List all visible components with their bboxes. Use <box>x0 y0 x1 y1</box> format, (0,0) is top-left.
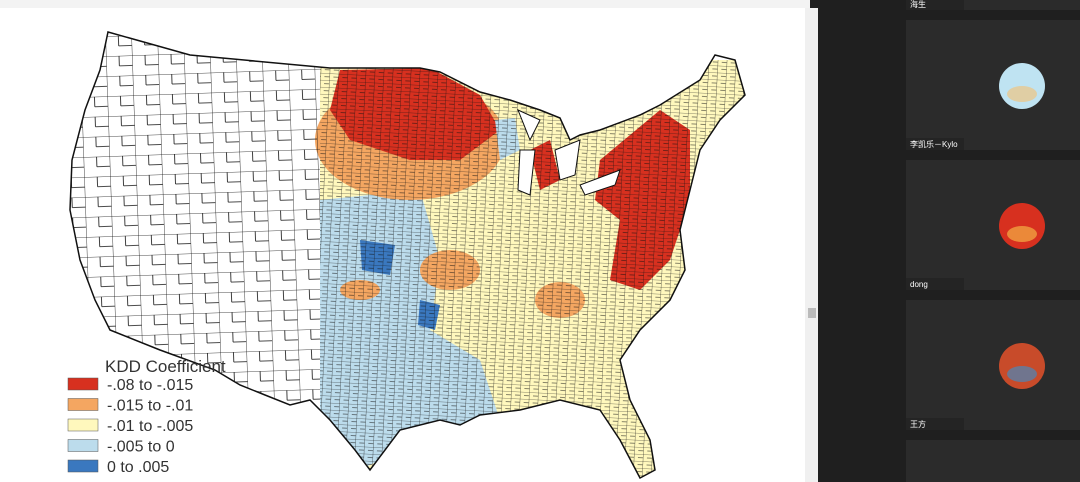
legend-swatch <box>67 418 99 432</box>
scrollbar[interactable] <box>805 8 818 482</box>
scroll-thumb[interactable] <box>808 308 816 318</box>
name-tag-bg <box>906 138 964 150</box>
name-tag-bg <box>906 0 964 10</box>
name-tag-bg <box>906 418 964 430</box>
legend-label: -.005 to 0 <box>107 439 175 456</box>
name-tag-bg <box>906 278 964 290</box>
lakes <box>517 109 621 196</box>
legend-title: KDD Coefficient <box>105 357 226 376</box>
participant-name: 王方 <box>910 419 926 429</box>
avatar-detail <box>1007 366 1037 382</box>
legend-swatch <box>67 398 99 411</box>
participant-name: dong <box>910 280 928 289</box>
legend-label: -.015 to -.01 <box>107 398 193 415</box>
legend-label: -.08 to -.015 <box>107 377 193 394</box>
video-tile <box>906 0 1080 10</box>
legend-swatch <box>67 439 99 452</box>
legend-label: -.01 to -.005 <box>107 418 193 435</box>
slide-toolbar <box>0 0 810 8</box>
avatar-detail <box>1007 86 1037 102</box>
legend-swatch <box>67 377 99 391</box>
legend-label: 0 to .005 <box>107 459 169 476</box>
video-tile <box>906 440 1080 482</box>
video-tile <box>906 300 1080 430</box>
avatar-detail <box>1007 226 1037 242</box>
participant-name: 海生 <box>910 0 926 9</box>
video-tile <box>906 20 1080 150</box>
legend: KDD Coefficient -.08 to -.015 -.015 to -.… <box>67 357 226 476</box>
legend-swatch <box>67 459 99 473</box>
video-tile <box>906 160 1080 290</box>
participant-name: 李凯乐－Kylo <box>910 139 958 149</box>
